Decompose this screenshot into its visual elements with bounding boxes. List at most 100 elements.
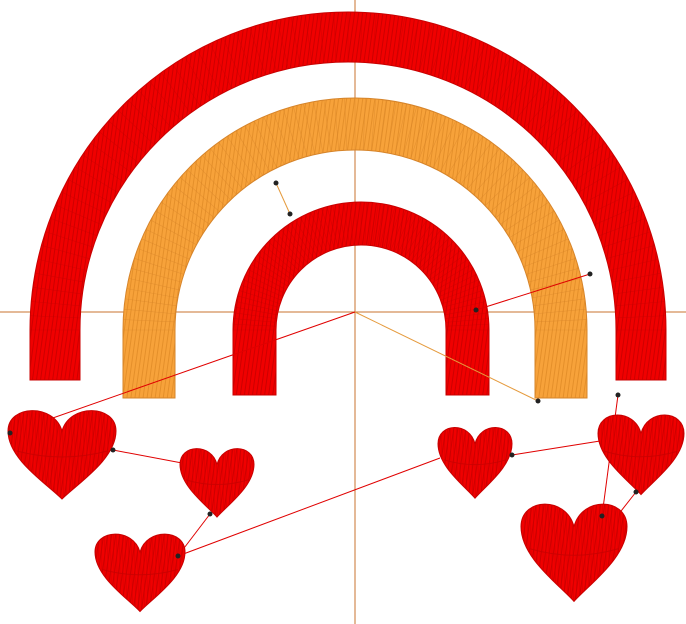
stitch-ray [263, 116, 285, 165]
stitch-line [630, 415, 634, 495]
stitch-ray [209, 43, 232, 89]
stitch-ray [402, 106, 418, 157]
stitch-line [180, 448, 183, 518]
stitch-line [473, 427, 477, 499]
stitch-line [577, 504, 581, 602]
jump-line [511, 440, 601, 456]
stitch-ray [310, 212, 328, 252]
stitch-ray [439, 279, 479, 297]
stitch-node [273, 180, 279, 186]
stitch-ray [523, 248, 573, 268]
stitch-ray [524, 90, 558, 129]
stitch-ray [495, 64, 524, 107]
stitch-ray [263, 23, 277, 72]
middle-arch[interactable] [122, 97, 588, 399]
stitch-ray [61, 191, 107, 214]
stitch-line [654, 415, 658, 495]
stitch-line [103, 410, 107, 499]
stitch-line [224, 448, 228, 518]
stitch-ray [500, 193, 543, 225]
stitch-line [663, 415, 667, 495]
stitch-ray [326, 206, 339, 249]
stitch-line [624, 415, 628, 495]
stitch-ray [505, 201, 549, 232]
stitch-ray [173, 185, 215, 219]
outer-arch[interactable] [29, 11, 667, 381]
stitch-line [615, 415, 619, 495]
stitch-line [485, 427, 489, 499]
heart-1-seam [16, 450, 108, 458]
stitch-line [494, 427, 498, 499]
stitch-line [574, 504, 578, 602]
stitch-line [130, 534, 134, 612]
stitch-ray [464, 43, 487, 89]
stitch-ray [313, 101, 324, 153]
inner-arch[interactable] [232, 201, 490, 396]
stitch-line [145, 534, 149, 612]
stitch-line [109, 534, 113, 612]
stitch-ray [248, 269, 287, 290]
stitch-ray [276, 19, 289, 69]
stitch-line [589, 504, 593, 602]
stitch-ray [532, 288, 584, 299]
connection-nodes [7, 180, 639, 559]
stitch-line [172, 534, 176, 612]
stitch-line [639, 415, 643, 495]
stitch-node [509, 452, 515, 458]
stitch-ray [126, 288, 178, 299]
stitch-ray [609, 258, 659, 271]
stitch-ray [364, 202, 368, 246]
stitch-ray [359, 12, 363, 63]
stitch-ray [474, 49, 499, 95]
heart-3[interactable] [94, 533, 186, 613]
stitch-line [642, 415, 646, 495]
stitch-line [529, 504, 533, 602]
stitch-ray [218, 142, 250, 185]
arches-group[interactable] [29, 11, 667, 399]
stitch-line [97, 410, 101, 499]
stitch-ray [526, 258, 576, 275]
stitch-ray [295, 219, 318, 258]
stitch-ray [372, 203, 379, 246]
stitch-line [607, 504, 611, 602]
stitch-line [678, 415, 682, 495]
stitch-ray [606, 245, 655, 259]
stitch-node [207, 511, 213, 517]
stitch-line [571, 504, 575, 602]
stitch-line [70, 410, 74, 499]
stitch-ray [260, 249, 295, 278]
stitch-line [248, 448, 252, 518]
stitch-ray [413, 229, 442, 264]
stitch-ray [371, 13, 377, 64]
stitch-ray [432, 120, 456, 168]
stitch-line [203, 448, 207, 518]
stitch-ray [431, 259, 468, 284]
stitch-ray [235, 32, 255, 80]
hearts-group[interactable] [7, 375, 685, 624]
stitch-ray [128, 278, 180, 291]
stitch-line [206, 448, 210, 518]
stitch-ray [315, 210, 332, 251]
stitch-line [438, 427, 441, 499]
stitch-ray [131, 267, 182, 283]
stitch-ray [386, 101, 397, 153]
stitch-ray [243, 279, 283, 297]
stitch-ray [349, 202, 354, 246]
stitch-line [645, 415, 649, 495]
stitch-ray [395, 17, 406, 67]
stitch-ray [598, 217, 646, 237]
stitch-ray [611, 272, 661, 283]
stitch-line [154, 534, 158, 612]
stitch-ray [31, 301, 82, 307]
jump-line [354, 311, 539, 402]
stitch-line [16, 410, 20, 499]
stitch-ray [422, 241, 454, 272]
stitch-ray [235, 306, 278, 316]
stitch-node [110, 447, 116, 453]
stitch-line [221, 448, 225, 518]
stitch-ray [495, 185, 537, 219]
stitch-ray [410, 226, 437, 262]
stitch-line [497, 427, 501, 499]
stitch-ray [149, 81, 182, 121]
